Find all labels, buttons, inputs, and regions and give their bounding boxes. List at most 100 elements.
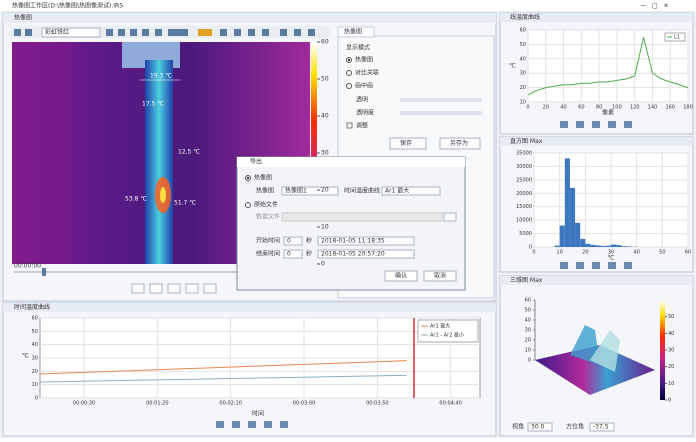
y-tick-label: 20 — [520, 85, 526, 91]
spot-label: 51.7 ℃ — [174, 200, 196, 207]
hotspot — [160, 187, 166, 203]
field-label: 透明度 — [356, 109, 374, 117]
radio[interactable] — [347, 84, 352, 89]
x-tick-label: 00:04:40 — [439, 401, 461, 407]
z-tick-label: 20 — [525, 338, 531, 344]
histogram-bar — [611, 245, 616, 247]
colorbar-tick-label: 20 — [668, 364, 674, 370]
histogram-title: 直方图 Max — [510, 137, 543, 145]
histogram-bar — [585, 244, 590, 247]
histogram-bar — [601, 246, 606, 247]
x-tick-label: 60 — [578, 105, 584, 111]
x-tick-label: 00:01:20 — [146, 401, 168, 407]
field-label: 结束时间 — [256, 250, 280, 258]
y-tick-label: 30000 — [516, 164, 532, 170]
file-input[interactable] — [282, 213, 442, 221]
x-tick-label: 00:03:00 — [293, 401, 315, 407]
y-axis-label: ℃ — [22, 353, 29, 360]
y-tick-label: 10 — [32, 382, 38, 388]
x-tick-label: 00:03:50 — [366, 401, 388, 407]
profile-title: 线温度曲线 — [510, 13, 540, 21]
x-tick-label: 160 — [665, 105, 675, 111]
radio[interactable] — [246, 203, 251, 208]
palette: 彩虹铁红 — [45, 28, 69, 36]
spin-value: 0 — [287, 251, 291, 258]
z-tick-label: 0 — [528, 358, 531, 364]
z-tick-label: 60 — [525, 298, 531, 304]
z-tick-label: 10 — [525, 348, 531, 354]
y-axis-label: ℃ — [509, 63, 516, 70]
spot-label: 53.8 ℃ — [125, 196, 147, 203]
colorbar-tick-label: 0 — [321, 261, 325, 268]
slider-thumb[interactable] — [42, 268, 46, 276]
trend-title: 时间温度曲线 — [14, 303, 50, 311]
thermal-pipe — [145, 60, 173, 264]
y-tick-label: 40 — [32, 342, 38, 348]
window-controls[interactable]: — □ ✕ — [640, 3, 669, 10]
histogram-bar — [596, 245, 601, 247]
y-tick-label: 15000 — [516, 204, 532, 210]
x-tick-label: 0 — [532, 250, 535, 256]
tab-label: 热像图 — [344, 28, 362, 36]
radio[interactable] — [347, 71, 352, 76]
x-tick-label: 40 — [633, 250, 639, 256]
y-tick-label: 50 — [520, 42, 526, 48]
histogram-bar — [565, 158, 570, 247]
x-tick-label: 0 — [526, 105, 529, 111]
colorbar-tick-label: 50 — [321, 76, 329, 83]
y-tick-label: 10000 — [516, 218, 532, 224]
colorbar-tick-label: 30 — [321, 150, 329, 157]
button-label: 取消 — [434, 272, 446, 280]
x-tick-label: 00:00:30 — [73, 401, 95, 407]
y-tick-label: 50 — [32, 329, 38, 335]
y-tick-label: 10 — [520, 100, 526, 106]
x-tick-label: 100 — [612, 105, 622, 111]
spot-label: 17.5 ℃ — [142, 101, 164, 108]
x-tick-label: 120 — [630, 105, 640, 111]
colorbar-tick-label: 40 — [668, 331, 674, 337]
y-tick-label: 30 — [520, 71, 526, 77]
combo-value: Ar1 最大 — [385, 187, 409, 195]
colorbar-tick-label: 20 — [321, 187, 329, 194]
x-tick-label: 80 — [596, 105, 602, 111]
radio-label: 热像图 — [355, 56, 373, 64]
dialog-titlebar — [237, 157, 465, 167]
histogram-bar — [560, 226, 565, 247]
radio-dot — [348, 59, 350, 61]
group-label: 显示模式 — [346, 44, 370, 52]
browse-button[interactable] — [444, 213, 456, 221]
y-tick-label: 40 — [520, 56, 526, 62]
histogram-bar — [575, 223, 580, 247]
z-tick-label: 30 — [525, 328, 531, 334]
button-label: 确认 — [395, 272, 407, 280]
dialog-title: 导出 — [250, 158, 262, 166]
x-tick-label: 50 — [659, 250, 665, 256]
slider[interactable] — [400, 111, 482, 115]
field-label: 数据文件 — [256, 213, 280, 221]
checkbox[interactable] — [347, 123, 352, 128]
legend-label: Ar1 最大 — [430, 323, 450, 330]
x-tick-label: 40 — [560, 105, 566, 111]
colorbar-tick-label: 10 — [321, 224, 329, 231]
x-tick-label: 180 — [683, 105, 693, 111]
spot-label: 12.5 ℃ — [178, 149, 200, 156]
z-tick-label: 40 — [525, 318, 531, 324]
histogram-bar — [616, 245, 621, 247]
time: 00:00:00 — [14, 263, 41, 270]
x-tick-label: 10 — [556, 250, 562, 256]
radio-label: 原始文件 — [254, 201, 278, 209]
histogram-bar — [590, 245, 595, 247]
plot-area — [528, 30, 688, 102]
histogram-bar — [606, 246, 611, 247]
field-label: 透明 — [356, 96, 368, 104]
datetime-value: 2018-01-05 20:57:20 — [321, 251, 385, 258]
histogram-bar — [621, 246, 626, 247]
unit: 秒 — [306, 237, 312, 245]
button-label: 另存为 — [450, 139, 468, 147]
trend-titlebar — [3, 303, 496, 312]
slider[interactable] — [400, 98, 482, 102]
histogram-bar — [570, 188, 575, 247]
y-tick-label: 30 — [32, 356, 38, 362]
colorbar-tick-label: 50 — [668, 314, 674, 320]
